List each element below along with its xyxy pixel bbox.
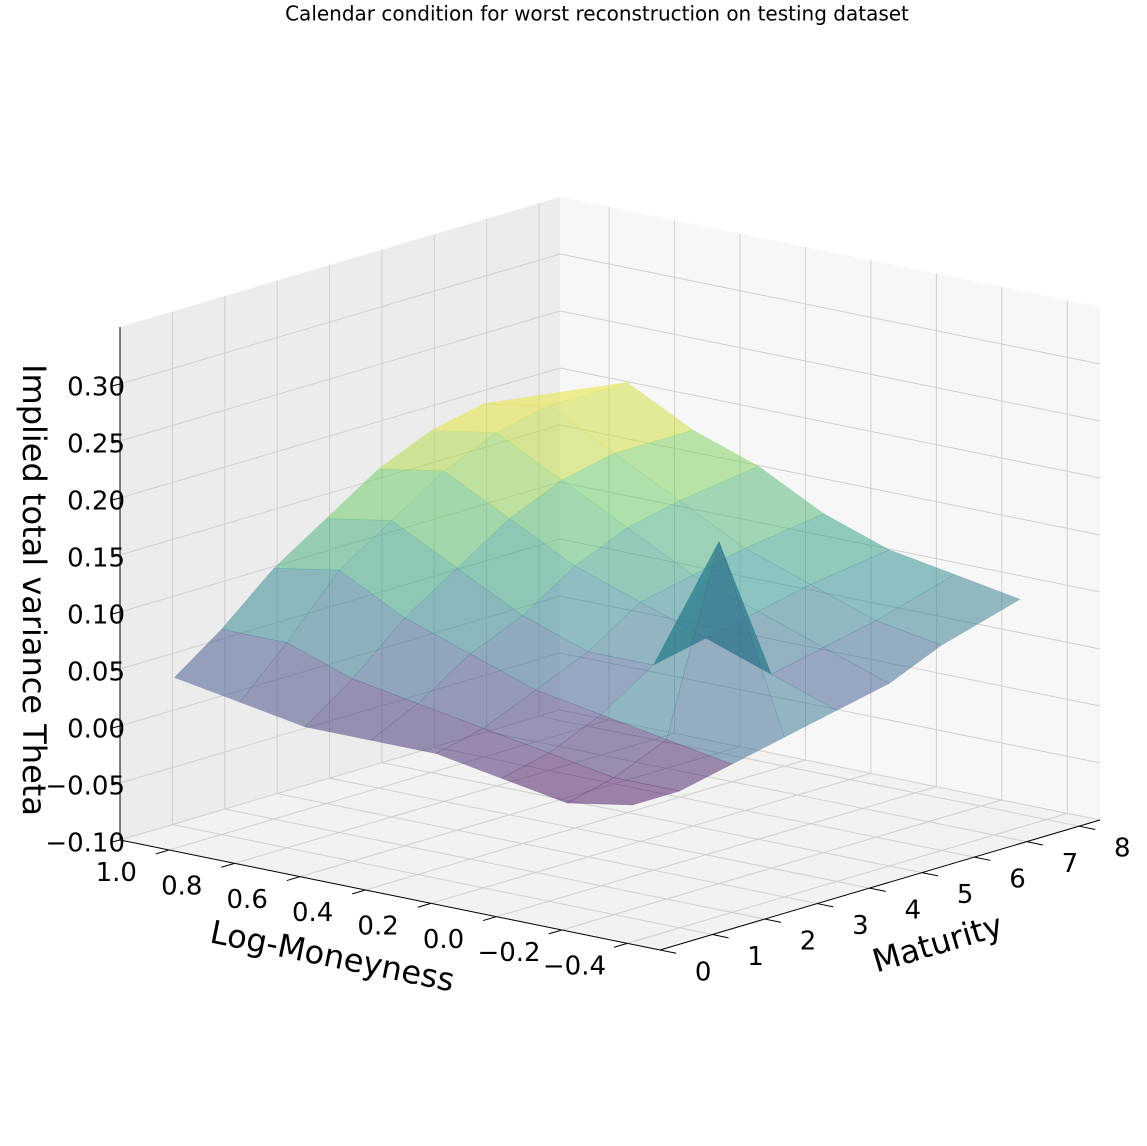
- surface-patch: [744, 513, 890, 585]
- surface-patch: [770, 647, 890, 711]
- x-tick-label: 0.4: [292, 898, 333, 928]
- z-tick-label: 0.10: [67, 601, 125, 631]
- x-tick-label: 1.0: [96, 858, 137, 888]
- y-tick-label: 1: [747, 942, 764, 972]
- x-tick-label: −0.2: [477, 938, 540, 968]
- grid-line: [559, 310, 1101, 422]
- tick-mark: [221, 862, 235, 868]
- surface-patch: [561, 452, 681, 528]
- z-tick-label: 0.05: [67, 658, 125, 688]
- tick-mark: [111, 668, 121, 672]
- z-tick-label: 0.20: [67, 487, 125, 517]
- grid-line: [559, 367, 1101, 479]
- x-tick-label: −0.4: [543, 951, 606, 981]
- surface-patch: [338, 520, 458, 619]
- grid-line: [224, 808, 765, 920]
- z-axis-label: Implied total variance Theta: [15, 364, 53, 816]
- tick-mark: [764, 918, 782, 923]
- grid-line: [119, 310, 561, 442]
- grid-line: [119, 367, 561, 499]
- z-tick-label: 0.25: [67, 430, 125, 460]
- tick-mark: [974, 856, 991, 861]
- y-tick-label: 7: [1062, 849, 1079, 879]
- surface-patch: [757, 584, 877, 648]
- surface-patch: [239, 642, 353, 728]
- surface-patch: [391, 470, 510, 569]
- z-tick-label: 0.30: [67, 373, 125, 403]
- tick-mark: [1078, 825, 1096, 830]
- tick-mark: [111, 725, 121, 729]
- tick-mark: [111, 839, 121, 843]
- tick-mark: [817, 903, 834, 908]
- tick-mark: [352, 889, 366, 895]
- surface-patch: [679, 465, 825, 549]
- grid-line: [277, 793, 818, 905]
- surface-patch: [522, 565, 641, 653]
- grid-line: [119, 253, 561, 385]
- tick-mark: [111, 383, 121, 387]
- tick-mark: [1026, 841, 1043, 846]
- x-axis: [119, 839, 661, 951]
- grid-line: [329, 777, 870, 889]
- tick-mark: [417, 902, 432, 908]
- tick-mark: [483, 916, 497, 922]
- x-tick-label: 0.2: [357, 911, 398, 941]
- tick-mark: [111, 440, 121, 444]
- tick-mark: [111, 782, 121, 786]
- tick-mark: [548, 929, 562, 935]
- surface-patch: [469, 615, 589, 691]
- tick-mark: [111, 554, 121, 558]
- chart-title: Calendar condition for worst reconstruct…: [285, 2, 909, 26]
- grid-line: [172, 824, 713, 936]
- y-tick-label: 0: [695, 957, 712, 987]
- z-tick-label: 0.00: [67, 715, 125, 745]
- y-axis: [659, 819, 1101, 951]
- tick-mark: [613, 942, 628, 948]
- z-tick-label: −0.05: [45, 772, 125, 802]
- surface-patch: [377, 430, 498, 472]
- y-axis-label: Maturity: [868, 906, 1007, 980]
- y-tick-label: 6: [1009, 864, 1026, 894]
- y-tick-label: 2: [800, 926, 817, 956]
- z-tick-label: 0.15: [67, 544, 125, 574]
- x-tick-label: 0.6: [227, 885, 268, 915]
- tick-mark: [659, 949, 677, 954]
- x-tick-label: 0.8: [161, 871, 202, 901]
- tick-mark: [286, 876, 301, 882]
- tick-mark: [712, 934, 729, 939]
- tick-mark: [111, 497, 121, 501]
- tick-mark: [869, 887, 886, 892]
- y-tick-label: 5: [957, 880, 974, 910]
- y-tick-label: 4: [904, 895, 921, 925]
- surface-patch: [173, 629, 288, 703]
- tick-mark: [155, 849, 170, 855]
- surface-patch: [566, 777, 680, 806]
- surface-patch: [456, 518, 576, 616]
- tick-mark: [111, 611, 121, 615]
- y-tick-label: 8: [1114, 833, 1131, 863]
- grid-line: [559, 253, 1101, 365]
- floor-pane: [120, 710, 1100, 950]
- z-tick-label: −0.10: [45, 829, 125, 859]
- x-tick-label: 0.0: [423, 925, 464, 955]
- grid-line: [381, 762, 923, 874]
- tick-mark: [921, 872, 939, 877]
- y-tick-label: 3: [852, 911, 869, 941]
